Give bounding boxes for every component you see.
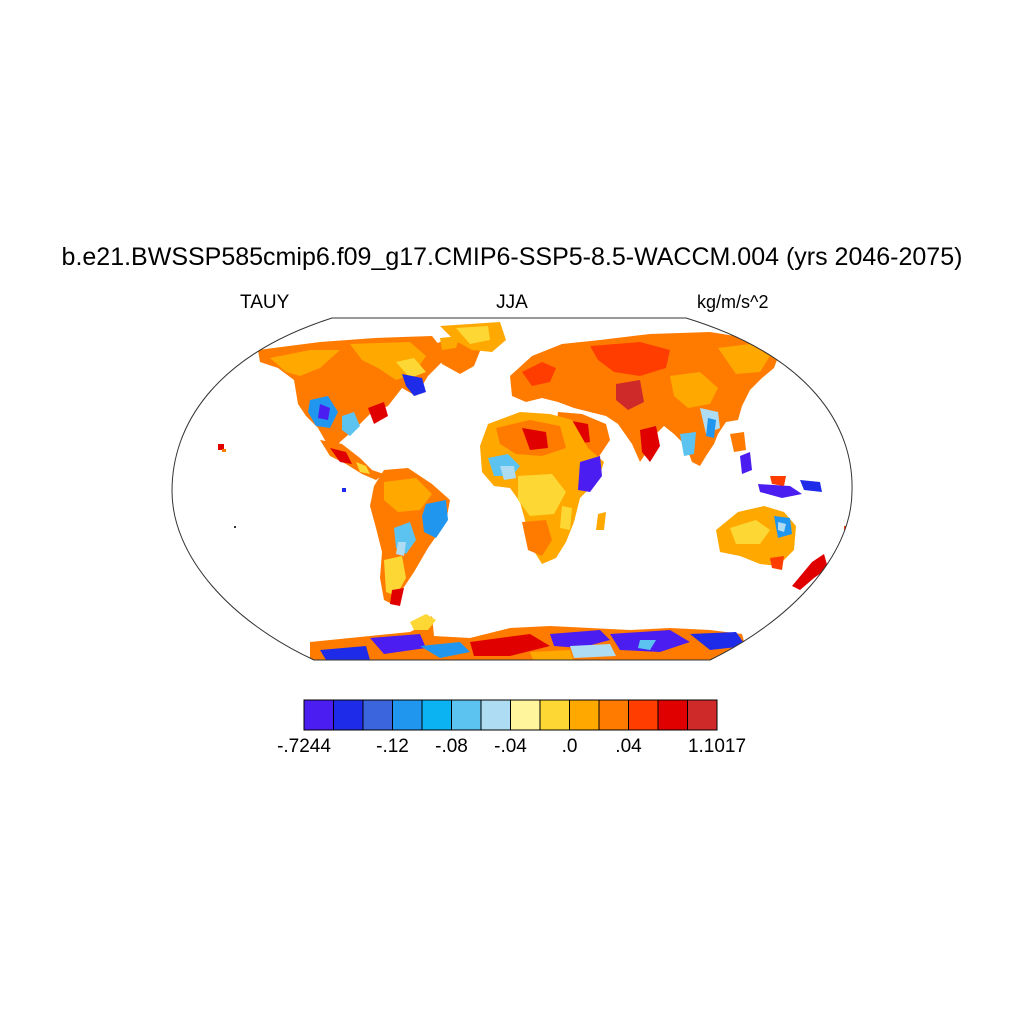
colorbar-box xyxy=(569,699,600,731)
colorbar-label: .04 xyxy=(615,736,642,757)
colorbar-box xyxy=(598,699,629,731)
southeast-asia xyxy=(730,432,822,498)
colorbar-box xyxy=(539,699,570,731)
colorbar-label: .0 xyxy=(561,736,578,757)
colorbar-label: -.08 xyxy=(435,736,468,757)
central-america xyxy=(320,440,384,480)
colorbar-label: 1.1017 xyxy=(687,736,747,757)
australia xyxy=(716,506,796,570)
colorbar-label: -.04 xyxy=(494,736,527,757)
colorbar-box xyxy=(392,699,423,731)
units-label: kg/m/s^2 xyxy=(697,292,769,312)
colorbar-label: -.12 xyxy=(376,736,409,757)
colorbar-box xyxy=(333,699,364,731)
world-map xyxy=(171,317,853,661)
colorbar-box xyxy=(303,699,334,731)
variable-label: TAUY xyxy=(240,292,290,313)
greenland xyxy=(440,322,506,352)
africa xyxy=(480,412,606,564)
colorbar-box xyxy=(362,699,393,731)
map-outline xyxy=(171,317,853,661)
colorbar-box xyxy=(451,699,482,731)
antarctica xyxy=(310,614,750,660)
season-label: JJA xyxy=(496,292,528,313)
colorbar-box xyxy=(510,699,541,731)
colorbar xyxy=(303,699,718,731)
colorbar-box xyxy=(687,699,718,731)
new-zealand xyxy=(792,554,828,590)
colorbar-label: -.7244 xyxy=(277,736,331,757)
eurasia xyxy=(510,332,780,466)
colorbar-box xyxy=(421,699,452,731)
colorbar-box xyxy=(628,699,659,731)
south-america xyxy=(370,468,450,606)
colorbar-box xyxy=(657,699,688,731)
plot-title: b.e21.BWSSP585cmip6.f09_g17.CMIP6-SSP5-8… xyxy=(61,243,963,271)
colorbar-box xyxy=(480,699,511,731)
